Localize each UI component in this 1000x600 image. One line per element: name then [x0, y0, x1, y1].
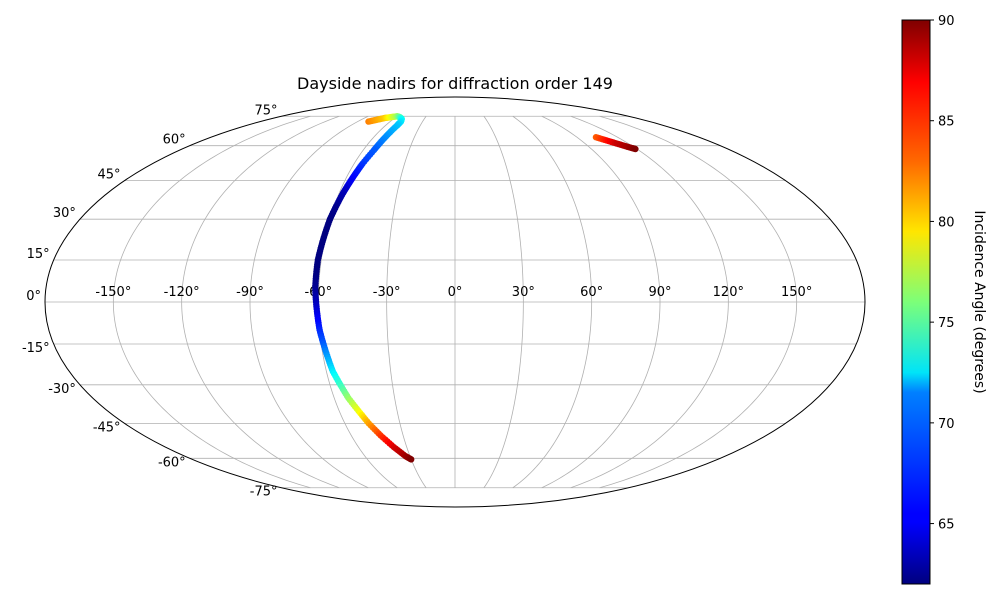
data-point: [408, 456, 415, 463]
latitude-tick-label: 0°: [26, 289, 41, 304]
longitude-tick-label: -90°: [236, 285, 264, 300]
data-point: [632, 145, 639, 153]
latitude-tick-labels: -75° -60° -45° -30° -15° 0° 15° 30° 45° 60° 75°: [22, 103, 278, 499]
longitude-tick-label: 0°: [448, 285, 463, 300]
latitude-tick-label: 30°: [53, 206, 76, 221]
latitude-tick-label: -30°: [48, 382, 76, 397]
longitude-tick-label: -150°: [95, 285, 131, 300]
longitude-tick-labels: -150°-120°-90°-60°-30°0°30°60°90°120°150…: [95, 285, 812, 300]
colorbar-tick-label: 80: [938, 215, 955, 230]
scatter-points: [312, 113, 639, 463]
latitude-tick-label: 75°: [254, 103, 277, 118]
longitude-tick-label: -120°: [164, 285, 200, 300]
latitude-tick-label: -15°: [22, 341, 50, 356]
colorbar-label: Incidence Angle (degrees): [971, 210, 987, 393]
longitude-tick-label: 60°: [580, 285, 603, 300]
colorbar-tick-label: 85: [938, 115, 955, 130]
colorbar-tick-label: 75: [938, 316, 955, 331]
longitude-tick-label: 30°: [512, 285, 535, 300]
latitude-tick-label: -45°: [93, 420, 121, 435]
colorbar-tick-label: 65: [938, 518, 955, 533]
latitude-tick-label: -60°: [158, 455, 186, 470]
latitude-tick-label: -75°: [250, 485, 278, 500]
latitude-tick-label: 45°: [98, 168, 121, 183]
longitude-tick-label: 150°: [781, 285, 812, 300]
longitude-tick-label: 90°: [648, 285, 671, 300]
colorbar-tick-label: 90: [938, 14, 955, 29]
map-outline: [44, 96, 866, 508]
latitude-tick-label: 60°: [163, 133, 186, 148]
latitude-tick-label: 15°: [27, 247, 50, 262]
longitude-tick-label: 120°: [713, 285, 744, 300]
colorbar-ticks: 65 70 75 80 85 90: [930, 14, 955, 533]
longitude-tick-label: -30°: [373, 285, 401, 300]
graticule: [45, 115, 865, 489]
colorbar: [901, 19, 931, 585]
colorbar-tick-label: 70: [938, 417, 955, 432]
chart-title: Dayside nadirs for diffraction order 149: [297, 74, 613, 93]
